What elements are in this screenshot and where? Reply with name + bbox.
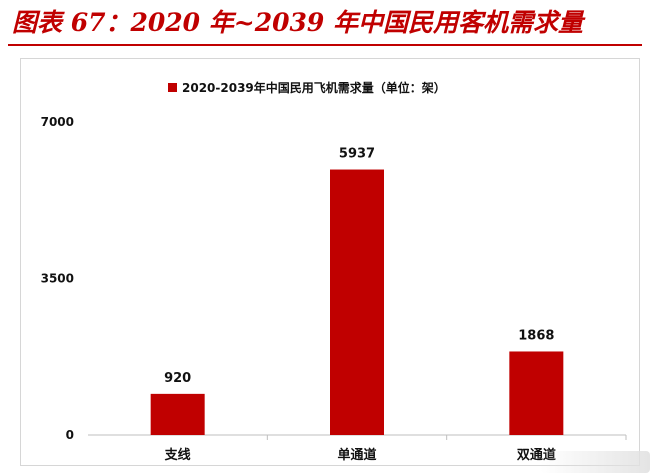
- data-label: 1868: [518, 328, 554, 343]
- y-tick-label: 3500: [41, 272, 74, 286]
- title-divider: [8, 44, 642, 46]
- x-tick-label: 单通道: [337, 447, 376, 463]
- figure-title: 图表 67：2020 年~2039 年中国民用客机需求量: [12, 8, 584, 37]
- watermark: [540, 451, 650, 473]
- bar: [330, 169, 384, 435]
- data-label: 920: [164, 371, 191, 386]
- chart-frame: [20, 58, 640, 466]
- bar: [509, 351, 564, 435]
- data-label: 5937: [339, 147, 375, 162]
- bar: [150, 393, 205, 435]
- y-tick-label: 7000: [41, 115, 74, 129]
- y-tick-label: 0: [66, 428, 74, 442]
- legend-swatch: [168, 83, 177, 92]
- x-tick-label: 支线: [164, 447, 191, 463]
- legend-label: 2020-2039年中国民用飞机需求量（单位：架）: [182, 80, 446, 95]
